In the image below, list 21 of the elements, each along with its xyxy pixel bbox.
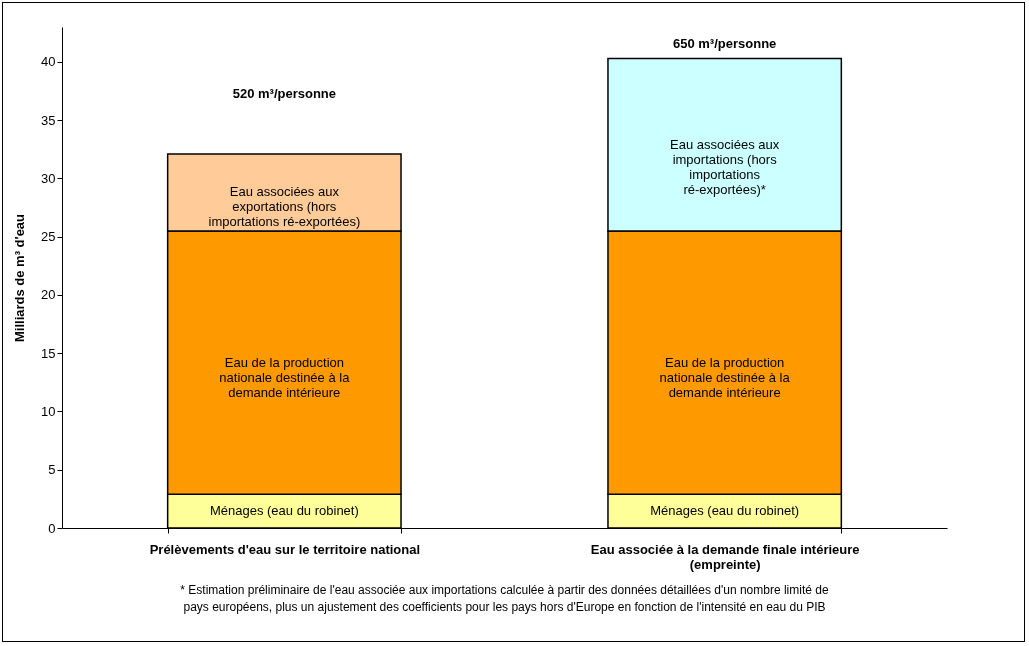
series-label: Eau de la production nationale destinée à la demande intérieure [219, 354, 351, 400]
annotation: 520 m³/personne [232, 86, 337, 101]
y-tick-label: 15 [41, 345, 56, 361]
y-tick-label: 5 [48, 462, 56, 478]
y-tick-label: 35 [41, 112, 56, 128]
text: Eau de la production nationale destinée à la demande intérieure [659, 354, 790, 400]
text: * Estimation préliminaire de l'eau associée aux importations calculée à partir des données détaillées d'un nombre limité de pays européens, plus un ajustement des coefficients pour les pays hors d'Europe en fonction de l'intensité en eau du PIB [180, 583, 829, 614]
y-tick-label: 0 [48, 520, 56, 536]
y-tick-label: 40 [41, 54, 56, 70]
y-tick-label: 30 [41, 170, 56, 186]
series-label: Eau associées aux importations (hors importations ré-exportées)* [670, 136, 780, 197]
y-tick-label: 20 [41, 287, 56, 303]
x-tick-label: Eau associée à la demande finale intérieure (empreinte) [590, 541, 860, 572]
y-tick-label: 25 [41, 229, 56, 245]
x-tick-label: Prélèvements d'eau sur le territoire national [149, 541, 421, 557]
y-tick-label: 10 [41, 403, 56, 419]
series-label: Eau associées aux exportations (hors importations ré-exportées) [208, 184, 361, 230]
y-axis-title: Milliards de m³ d'eau [12, 213, 28, 343]
annotation: 650 m³/personne [672, 36, 777, 52]
series-label: Ménages (eau du robinet) [209, 503, 359, 519]
text: Ménages (eau du robinet) [650, 503, 800, 519]
